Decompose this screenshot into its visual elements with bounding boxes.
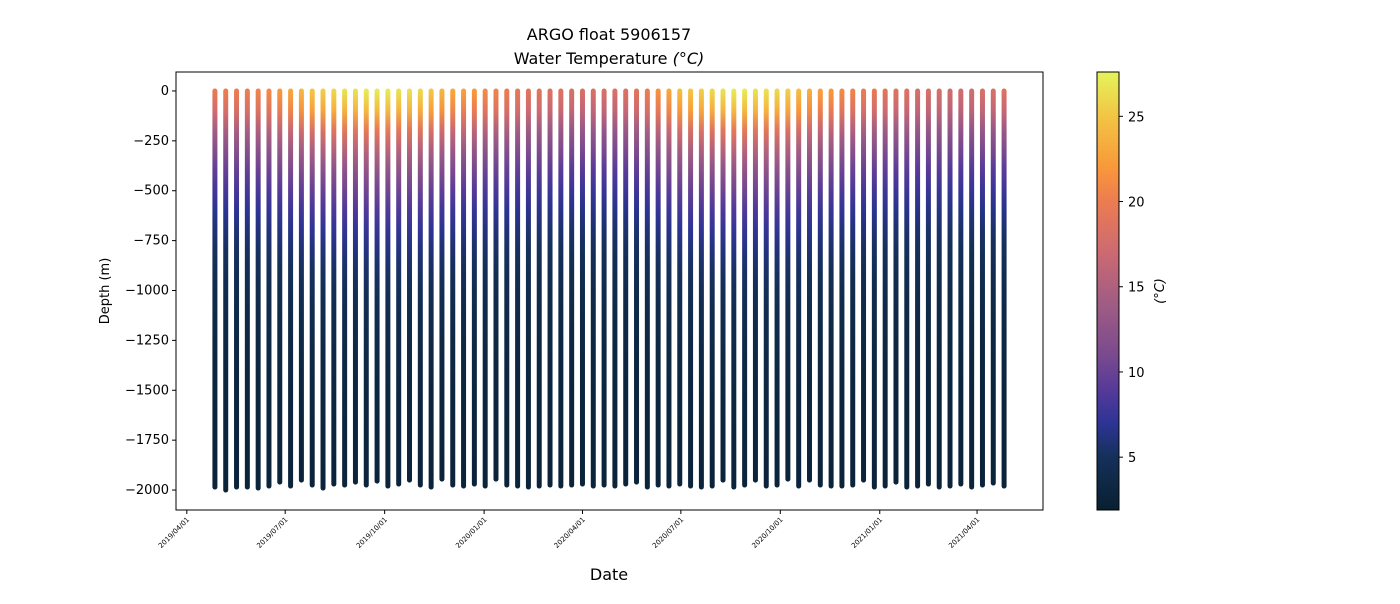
profiles-layer: [212, 88, 1007, 493]
colorbar-tick-label: 20: [1128, 196, 1145, 211]
colorbar: 5 10 15 20 25: [1096, 71, 1145, 511]
x-tick-label: 2019/04/01: [157, 516, 191, 550]
y-tick-label: −1000: [125, 284, 169, 299]
y-tick-label: −1250: [125, 333, 169, 348]
y-tick-label: 0: [161, 84, 169, 99]
y-tick-label: −250: [133, 134, 169, 149]
x-tick-label: 2021/04/01: [947, 516, 981, 550]
y-tick-label: −500: [133, 184, 169, 199]
chart-subtitle: Water Temperature (°C): [514, 49, 704, 68]
y-tick-label: −2000: [125, 483, 169, 498]
x-axis: 2019/04/01 2019/07/01 2019/10/01 2020/01/01…: [157, 510, 981, 550]
x-axis-label: Date: [590, 565, 628, 584]
y-axis: 0 −250 −500 −750 −1000 −1250 −1500 −1750 −2000: [125, 84, 176, 498]
colorbar-tick-label: 5: [1128, 451, 1136, 466]
y-tick-label: −1750: [125, 433, 169, 448]
x-tick-label: 2020/10/01: [751, 516, 785, 550]
chart-title: ARGO float 5906157: [527, 25, 691, 44]
x-tick-label: 2019/10/01: [355, 516, 389, 550]
x-tick-label: 2020/04/01: [553, 516, 587, 550]
plot-frame: [175, 71, 1044, 511]
colorbar-gradient: [1096, 71, 1120, 511]
colorbar-tick-label: 15: [1128, 281, 1145, 296]
x-tick-label: 2020/07/01: [651, 516, 685, 550]
colorbar-tick-label: 25: [1128, 110, 1145, 125]
y-tick-label: −750: [133, 234, 169, 249]
chart-subtitle-unit: (°C): [673, 49, 705, 68]
y-axis-label: Depth (m): [98, 258, 113, 325]
colorbar-tick-label: 10: [1128, 366, 1145, 381]
chart-subtitle-text: Water Temperature: [514, 49, 668, 68]
y-tick-label: −1500: [125, 383, 169, 398]
x-tick-label: 2020/01/01: [454, 516, 488, 550]
x-tick-label: 2019/07/01: [255, 516, 289, 550]
x-tick-label: 2021/01/01: [850, 516, 884, 550]
colorbar-label: (°C): [1153, 278, 1168, 304]
